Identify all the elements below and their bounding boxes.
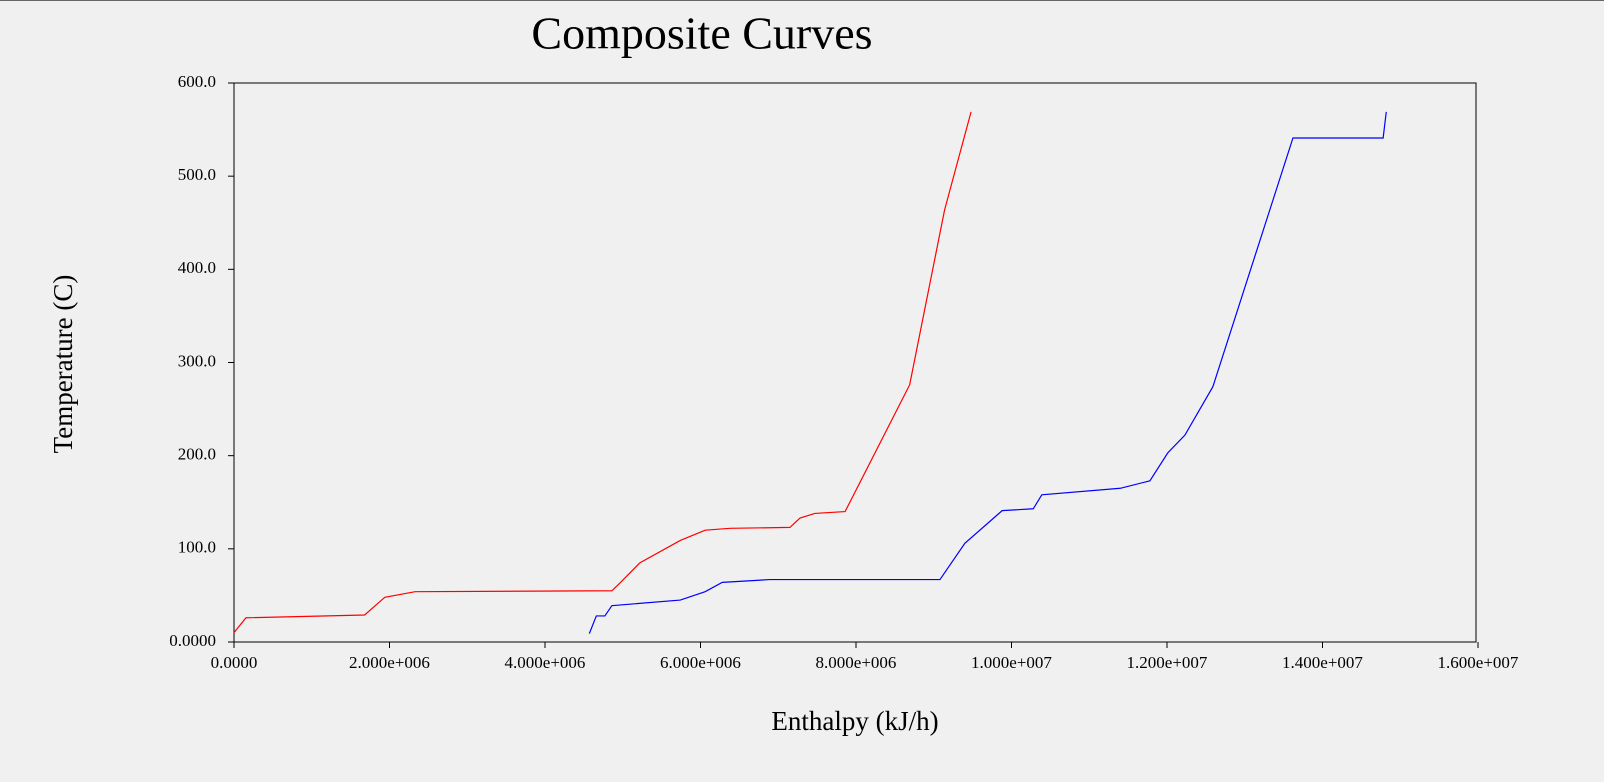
y-axis-label: Temperature (C) xyxy=(48,275,78,454)
chart-title: Composite Curves xyxy=(531,8,872,59)
x-tick-label: 2.000e+006 xyxy=(349,653,430,672)
x-tick-label: 0.0000 xyxy=(211,653,258,672)
y-tick-label: 200.0 xyxy=(178,445,216,464)
curve xyxy=(588,111,1387,634)
y-tick-label: 500.0 xyxy=(178,165,216,184)
x-tick-label: 1.200e+007 xyxy=(1127,653,1208,672)
x-tick-label: 1.000e+007 xyxy=(971,653,1052,672)
x-tick-label: 1.600e+007 xyxy=(1438,653,1519,672)
y-tick-label: 600.0 xyxy=(178,72,216,91)
x-tick-label: 1.400e+007 xyxy=(1282,653,1363,672)
y-tick-label: 100.0 xyxy=(178,538,216,557)
x-axis-label: Enthalpy (kJ/h) xyxy=(771,706,938,736)
x-tick-label: 8.000e+006 xyxy=(816,653,897,672)
curve xyxy=(233,111,972,634)
x-tick-label: 6.000e+006 xyxy=(660,653,741,672)
x-tick-label: 4.000e+006 xyxy=(505,653,586,672)
y-tick-label: 300.0 xyxy=(178,351,216,370)
y-tick-label: 0.0000 xyxy=(169,631,216,650)
y-tick-label: 400.0 xyxy=(178,258,216,277)
plot-frame xyxy=(233,82,1477,643)
